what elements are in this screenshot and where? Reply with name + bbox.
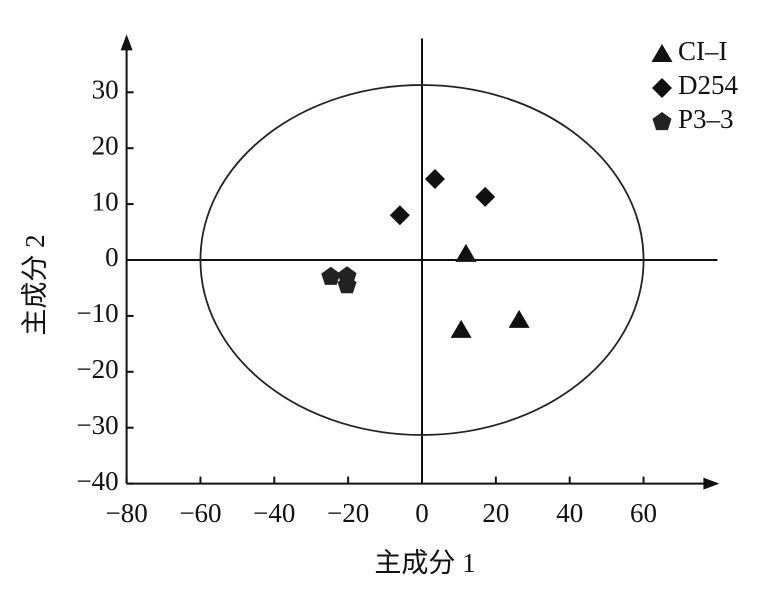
x-tick-label: 0 xyxy=(415,498,429,528)
legend-marker xyxy=(652,112,672,131)
legend-marker xyxy=(651,44,673,62)
x-tick-label: −20 xyxy=(327,498,369,528)
y-tick-label: −40 xyxy=(76,466,118,496)
x-tick-label: −60 xyxy=(179,498,221,528)
point xyxy=(475,186,496,207)
point xyxy=(337,275,357,294)
point xyxy=(321,266,341,285)
y-tick-label: 0 xyxy=(105,242,119,272)
point xyxy=(424,168,445,189)
point xyxy=(455,243,477,262)
y-axis-label: 主成分 2 xyxy=(20,234,50,335)
x-tick-label: 20 xyxy=(482,498,509,528)
y-tick-label: 30 xyxy=(92,75,119,105)
point xyxy=(508,309,530,328)
x-axis-arrow xyxy=(703,477,720,490)
y-tick-label: −10 xyxy=(76,298,118,328)
y-tick-label: 20 xyxy=(92,130,119,160)
x-tick-label: 40 xyxy=(556,498,583,528)
legend-label: D254 xyxy=(678,70,738,100)
legend-label: CI–I xyxy=(678,36,728,66)
point xyxy=(450,319,472,338)
legend-marker xyxy=(652,78,672,98)
x-axis-label: 主成分 1 xyxy=(374,548,475,578)
x-tick-label: 60 xyxy=(630,498,657,528)
y-tick-label: −30 xyxy=(76,410,118,440)
y-tick-label: 10 xyxy=(92,186,119,216)
x-tick-label: −40 xyxy=(253,498,295,528)
x-tick-label: −80 xyxy=(105,498,147,528)
confidence-ellipse xyxy=(199,84,645,436)
y-tick-label: −20 xyxy=(76,354,118,384)
y-axis-arrow xyxy=(120,34,133,51)
point xyxy=(389,205,410,226)
legend-label: P3–3 xyxy=(678,104,734,134)
